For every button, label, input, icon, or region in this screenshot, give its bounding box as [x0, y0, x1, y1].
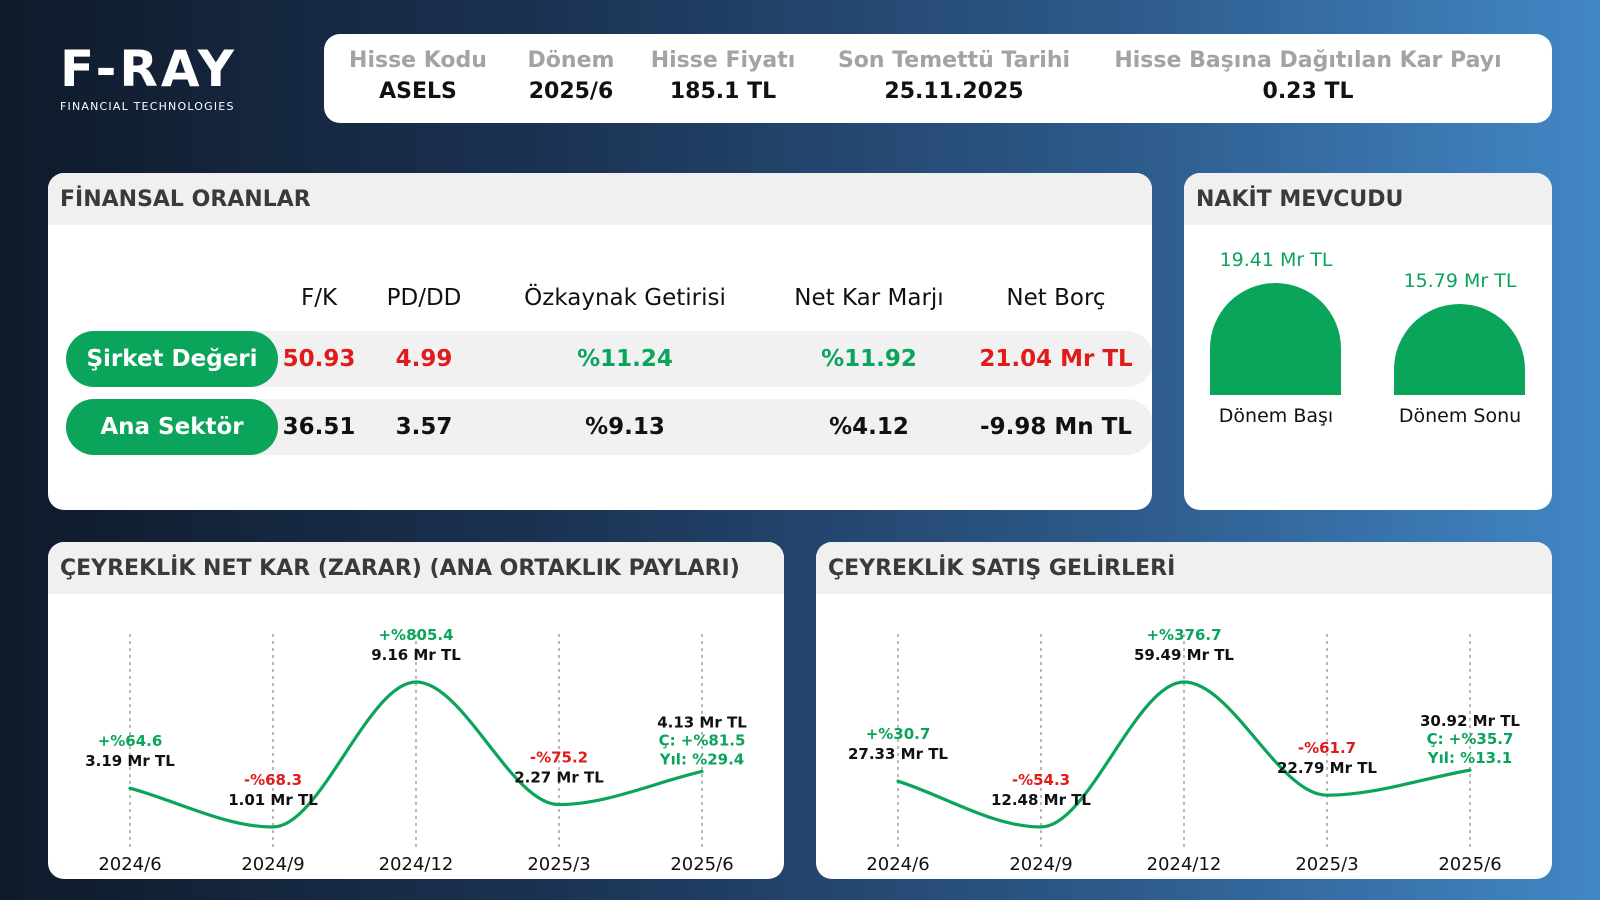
info-label: Hisse Başına Dağıtılan Kar Payı — [1114, 48, 1502, 73]
data-label: 22.79 Mr TL — [1277, 759, 1377, 777]
x-tick-label: 2025/6 — [1438, 854, 1501, 875]
info-share-price: Hisse Fiyatı 185.1 TL — [650, 48, 796, 104]
info-label: Hisse Kodu — [349, 48, 487, 73]
cash-period-label: Dönem Başı — [1218, 405, 1334, 427]
data-label: 4.13 Mr TL — [657, 713, 747, 731]
x-tick-label: 2024/6 — [98, 854, 161, 875]
ratio-value: %9.13 — [585, 414, 665, 440]
info-label: Hisse Fiyatı — [650, 48, 796, 73]
stock-info-bar: Hisse Kodu ASELS Dönem 2025/6 Hisse Fiya… — [324, 34, 1552, 123]
change-label: +%805.4 — [378, 626, 453, 644]
x-tick-label: 2024/9 — [1009, 854, 1072, 875]
yearly-change-label: Yıl: %29.4 — [659, 750, 744, 768]
x-tick-label: 2025/3 — [1295, 854, 1358, 875]
series-line — [128, 680, 704, 829]
x-tick-label: 2025/3 — [527, 854, 590, 875]
logo: F-RAY FINANCIAL TECHNOLOGIES — [60, 44, 290, 113]
change-label: +%64.6 — [98, 732, 163, 750]
change-label: Ç: +%35.7 — [1427, 730, 1514, 748]
ratio-value: %11.92 — [821, 346, 917, 372]
net-profit-chart-panel: ÇEYREKLİK NET KAR (ZARAR) (ANA ORTAKLIK … — [48, 542, 784, 879]
data-label: 2.27 Mr TL — [514, 769, 604, 787]
ratio-value: 50.93 — [282, 346, 356, 372]
change-label: -%61.7 — [1298, 739, 1356, 757]
change-label: -%68.3 — [244, 771, 302, 789]
x-tick-label: 2024/12 — [1147, 854, 1222, 875]
change-label: -%75.2 — [530, 749, 588, 767]
info-value: ASELS — [379, 79, 457, 104]
ratio-value: 36.51 — [282, 414, 356, 440]
row-label-company: Şirket Değeri — [66, 331, 278, 387]
sales-revenue-chart-panel: ÇEYREKLİK SATIŞ GELİRLERİ +%30.7 27.33 Mr… — [816, 542, 1552, 879]
info-value: 185.1 TL — [669, 79, 777, 104]
info-value: 25.11.2025 — [884, 79, 1024, 104]
data-label: 12.48 Mr TL — [991, 791, 1091, 809]
cash-panel: NAKİT MEVCUDU 19.41 Mr TL Dönem Başı 15.79… — [1184, 173, 1552, 510]
cash-period-label: Dönem Sonu — [1398, 405, 1522, 427]
ratio-value: -9.98 Mn TL — [980, 414, 1132, 440]
data-label: 9.16 Mr TL — [371, 646, 461, 664]
change-label: +%30.7 — [866, 725, 931, 743]
change-label: Ç: +%81.5 — [659, 731, 746, 749]
ratio-value: 21.04 Mr TL — [979, 346, 1133, 372]
column-header: F/K — [300, 285, 338, 311]
info-dividend-date: Son Temettü Tarihi 25.11.2025 — [836, 48, 1072, 104]
x-tick-label: 2024/6 — [866, 854, 929, 875]
column-header: Net Borç — [1006, 285, 1106, 311]
panel-title: ÇEYREKLİK SATIŞ GELİRLERİ — [816, 542, 1552, 594]
series-line — [896, 680, 1472, 829]
cash-bar — [1394, 303, 1525, 395]
panel-title: FİNANSAL ORANLAR — [48, 173, 1152, 225]
ratio-value: 4.99 — [395, 346, 453, 372]
ratio-value: %11.24 — [577, 346, 673, 372]
cash-bar — [1210, 283, 1341, 395]
info-dividend-per-share: Hisse Başına Dağıtılan Kar Payı 0.23 TL — [1108, 48, 1508, 104]
change-label: +%376.7 — [1146, 626, 1221, 644]
sales-revenue-line-chart: +%30.7 27.33 Mr TL 2024/6 -%54.3 12.48 Mr TL… — [848, 626, 1520, 875]
ratio-value: %4.12 — [829, 414, 909, 440]
data-label: 1.01 Mr TL — [228, 791, 318, 809]
cash-bars: 19.41 Mr TL Dönem Başı 15.79 Mr TL Dönem So… — [1184, 173, 1552, 510]
financial-ratios-panel: FİNANSAL ORANLAR F/K PD/DD Özkaynak Geti… — [48, 173, 1152, 510]
logo-tagline: FINANCIAL TECHNOLOGIES — [60, 100, 235, 113]
column-header: Net Kar Marjı — [794, 285, 944, 311]
info-value: 2025/6 — [528, 79, 614, 104]
x-tick-label: 2025/6 — [670, 854, 733, 875]
info-label: Son Temettü Tarihi — [837, 48, 1071, 73]
row-label-sector: Ana Sektör — [66, 399, 278, 455]
logo-wordmark: F-RAY — [60, 40, 237, 98]
change-label: -%54.3 — [1012, 771, 1070, 789]
info-value: 0.23 TL — [1262, 79, 1354, 104]
x-tick-label: 2024/12 — [379, 854, 454, 875]
yearly-change-label: Yıl: %13.1 — [1427, 749, 1512, 767]
panel-title: ÇEYREKLİK NET KAR (ZARAR) (ANA ORTAKLIK … — [48, 542, 784, 594]
data-label: 27.33 Mr TL — [848, 745, 948, 763]
data-label: 3.19 Mr TL — [85, 752, 175, 770]
cash-value-label: 19.41 Mr TL — [1219, 249, 1333, 271]
column-header: PD/DD — [386, 285, 462, 311]
x-tick-label: 2024/9 — [241, 854, 304, 875]
info-stock-code: Hisse Kodu ASELS — [348, 48, 488, 104]
info-label: Dönem — [527, 48, 615, 73]
net-profit-line-chart: +%64.6 3.19 Mr TL 2024/6 -%68.3 1.01 Mr TL 20… — [85, 626, 747, 875]
column-header: Özkaynak Getirisi — [524, 285, 726, 311]
data-label: 30.92 Mr TL — [1420, 712, 1520, 730]
cash-value-label: 15.79 Mr TL — [1403, 269, 1517, 292]
panel-title: NAKİT MEVCUDU — [1184, 173, 1552, 225]
ratio-value: 3.57 — [395, 414, 453, 440]
info-period: Dönem 2025/6 — [516, 48, 626, 104]
data-label: 59.49 Mr TL — [1134, 646, 1234, 664]
